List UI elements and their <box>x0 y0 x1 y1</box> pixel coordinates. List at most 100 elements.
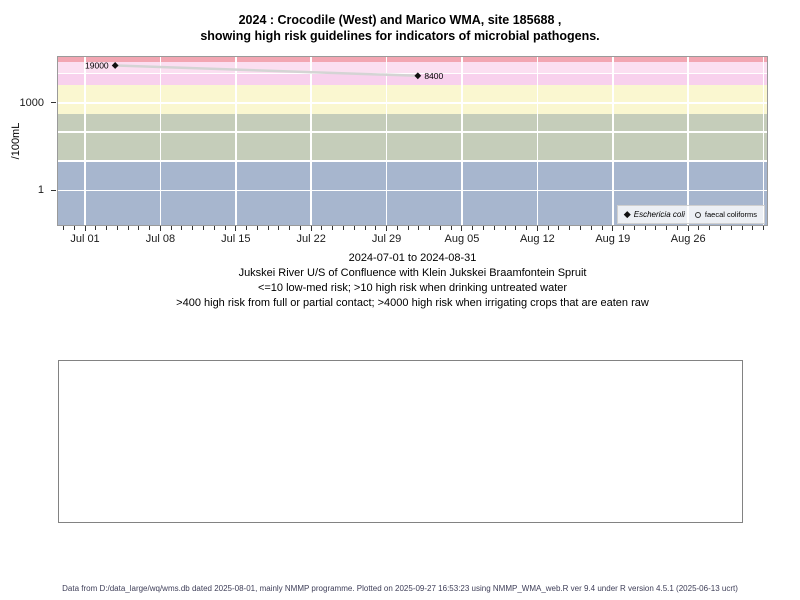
x-major-tick <box>536 226 538 231</box>
y-axis: 1000 1 <box>0 56 57 226</box>
x-tick-label: Jul 29 <box>371 233 402 245</box>
caption-guideline-drinking: <=10 low-med risk; >10 high risk when dr… <box>257 282 568 294</box>
data-point-label: 8400 <box>424 71 443 81</box>
legend-item-faecal-coliforms: faecal coliforms <box>694 210 757 219</box>
x-tick-label: Aug 26 <box>670 233 706 245</box>
x-minor-tick <box>127 226 129 230</box>
guideline-band-risk-extreme-top <box>57 56 768 62</box>
plot-area: Eschericia coli faecal coliforms 19000 84… <box>57 56 768 227</box>
x-minor-tick <box>256 226 258 230</box>
x-minor-tick <box>246 226 248 230</box>
gridline-vertical <box>159 56 162 226</box>
caption-date-range: 2024-07-01 to 2024-08-31 <box>348 252 477 264</box>
x-minor-tick <box>504 226 506 230</box>
guideline-band-risk-gt4000-irrigation <box>57 73 768 86</box>
x-tick-label: Jul 15 <box>221 233 251 245</box>
x-minor-tick <box>472 226 474 230</box>
x-minor-tick <box>698 226 700 230</box>
x-minor-tick <box>709 226 711 230</box>
x-minor-tick <box>493 226 495 230</box>
data-point-marker <box>414 72 422 80</box>
filled-diamond-icon <box>624 211 631 218</box>
x-major-tick <box>235 226 237 231</box>
gridline-horizontal <box>57 160 768 162</box>
x-tick-label: Jul 22 <box>296 233 326 245</box>
gridline-horizontal <box>57 72 768 75</box>
x-tick-label: Jul 01 <box>70 233 100 245</box>
x-minor-tick <box>170 226 172 230</box>
x-minor-tick <box>299 226 301 230</box>
gridline-vertical <box>310 56 312 226</box>
x-minor-tick <box>558 226 560 230</box>
open-circle-icon <box>694 211 701 218</box>
x-tick-label: Aug 12 <box>519 233 555 245</box>
gridline-vertical <box>612 56 614 226</box>
x-minor-tick <box>439 226 441 230</box>
gridline-vertical <box>385 56 388 226</box>
x-minor-tick <box>719 226 721 230</box>
x-minor-tick <box>655 226 657 230</box>
x-minor-tick <box>429 226 431 230</box>
x-minor-tick <box>515 226 517 230</box>
x-minor-tick <box>181 226 183 230</box>
x-minor-tick <box>590 226 592 230</box>
chart-title-line1: 2024 : Crocodile (West) and Marico WMA, … <box>238 13 562 27</box>
x-minor-tick <box>62 226 64 230</box>
x-major-tick <box>461 226 463 231</box>
x-minor-tick <box>418 226 420 230</box>
x-minor-tick <box>192 226 194 230</box>
x-tick-label: Aug 19 <box>595 233 631 245</box>
x-minor-tick <box>730 226 732 230</box>
x-minor-tick <box>579 226 581 230</box>
gridline-vertical <box>687 56 689 226</box>
y-tick-mark <box>51 102 56 104</box>
x-minor-tick <box>601 226 603 230</box>
x-minor-tick <box>623 226 625 230</box>
gridline-vertical <box>762 56 765 226</box>
x-major-tick <box>84 226 86 231</box>
x-minor-tick <box>106 226 108 230</box>
x-minor-tick <box>332 226 334 230</box>
legend: Eschericia coli faecal coliforms <box>617 205 765 224</box>
x-major-tick <box>310 226 312 231</box>
guideline-band-risk-gt10-drinking <box>57 114 768 162</box>
series-line <box>115 64 418 78</box>
x-minor-tick <box>278 226 280 230</box>
guideline-band-risk-gt400-contact <box>57 85 768 115</box>
gridline-vertical <box>461 56 463 226</box>
x-major-tick <box>687 226 689 231</box>
legend-label-faecal-coliforms: faecal coliforms <box>704 210 757 219</box>
empty-panel <box>58 360 743 523</box>
x-major-tick <box>159 226 161 231</box>
x-minor-tick <box>149 226 151 230</box>
x-minor-tick <box>321 226 323 230</box>
x-minor-tick <box>450 226 452 230</box>
x-minor-tick <box>289 226 291 230</box>
x-minor-tick <box>73 226 75 230</box>
x-minor-tick <box>676 226 678 230</box>
x-tick-label: Jul 08 <box>145 233 176 245</box>
x-minor-tick <box>644 226 646 230</box>
gridline-horizontal <box>57 131 768 133</box>
chart-title-line2: showing high risk guidelines for indicat… <box>200 29 600 43</box>
x-minor-tick <box>224 226 226 230</box>
x-minor-tick <box>116 226 118 230</box>
data-point-label: 19000 <box>85 60 109 70</box>
x-minor-tick <box>407 226 409 230</box>
gridline-vertical <box>536 56 539 226</box>
x-minor-tick <box>547 226 549 230</box>
x-minor-tick <box>343 226 344 230</box>
x-minor-tick <box>483 226 485 230</box>
caption-site-description: Jukskei River U/S of Confluence with Kle… <box>238 267 587 279</box>
gridline-vertical <box>235 56 237 226</box>
x-minor-tick <box>741 226 743 230</box>
x-minor-tick <box>752 226 754 230</box>
x-minor-tick <box>375 226 377 230</box>
x-major-tick <box>612 226 614 231</box>
guideline-band-risk-very-high <box>57 61 768 74</box>
x-minor-tick <box>396 226 398 230</box>
y-tick-mark <box>51 189 56 191</box>
x-minor-tick <box>666 226 668 230</box>
x-minor-tick <box>138 226 140 230</box>
